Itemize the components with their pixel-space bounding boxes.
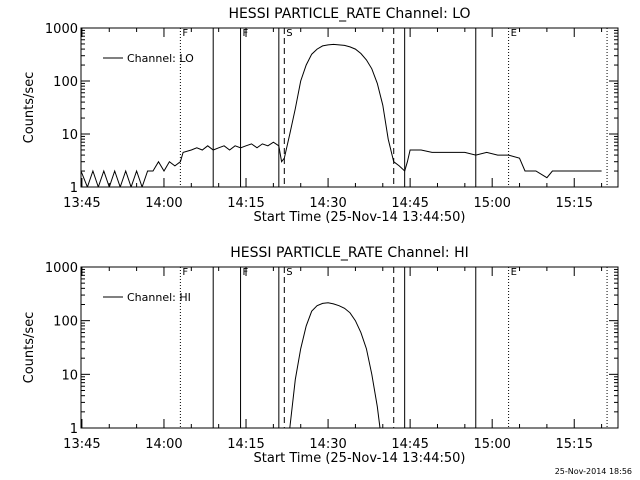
plot-frame <box>80 266 619 429</box>
x-tick-label: 15:15 <box>556 196 593 211</box>
x-tick-label: 15:00 <box>473 196 510 211</box>
event-marker-label: F <box>243 267 249 278</box>
y-tick-label: 1000 <box>45 261 78 276</box>
x-tick-label: 14:45 <box>391 196 428 211</box>
series-line <box>81 43 602 187</box>
legend-label: Channel: LO <box>127 52 194 65</box>
event-marker-label: F <box>243 28 249 39</box>
series-line <box>289 302 381 428</box>
x-tick-label: 15:15 <box>556 437 593 452</box>
chart-1: HESSI PARTICLE_RATE Channel: LO 1 10 100 100… <box>22 6 619 225</box>
y-tick-label: 1 <box>70 422 78 437</box>
chart-2: HESSI PARTICLE_RATE Channel: HI 1 10 100 100… <box>22 245 619 466</box>
legend-label: Channel: HI <box>127 291 191 304</box>
y-tick-label: 1 <box>70 181 78 196</box>
event-marker-label: S <box>286 28 292 39</box>
event-marker-label: F <box>182 267 188 278</box>
y-tick-label: 1000 <box>45 22 78 37</box>
y-tick-label: 10 <box>61 368 78 383</box>
x-axis-label: Start Time (25-Nov-14 13:44:50) <box>254 451 466 466</box>
x-tick-label: 14:45 <box>391 437 428 452</box>
event-marker-label: E <box>511 28 517 39</box>
chart-title: HESSI PARTICLE_RATE Channel: LO <box>228 6 470 22</box>
x-tick-label: 14:15 <box>227 437 264 452</box>
x-tick-label: 15:00 <box>473 437 510 452</box>
x-tick-label: 13:45 <box>63 437 100 452</box>
x-tick-label: 14:00 <box>145 196 182 211</box>
y-axis-label: Counts/sec <box>22 72 37 144</box>
y-tick-label: 10 <box>61 128 78 143</box>
event-marker-label: F <box>182 28 188 39</box>
y-axis-label: Counts/sec <box>22 312 37 384</box>
y-tick-label: 100 <box>53 75 78 90</box>
chart-title: HESSI PARTICLE_RATE Channel: HI <box>230 245 468 261</box>
x-axis-label: Start Time (25-Nov-14 13:44:50) <box>254 210 466 225</box>
event-marker-label: S <box>286 267 292 278</box>
y-tick-label: 100 <box>53 315 78 330</box>
x-tick-label: 13:45 <box>63 196 100 211</box>
x-tick-label: 14:30 <box>309 196 346 211</box>
x-tick-label: 14:30 <box>309 437 346 452</box>
x-tick-label: 14:00 <box>145 437 182 452</box>
plot-timestamp: 25-Nov-2014 18:56 <box>554 467 632 476</box>
plot-frame <box>80 27 619 188</box>
x-tick-label: 14:15 <box>227 196 264 211</box>
event-marker-label: E <box>511 267 517 278</box>
